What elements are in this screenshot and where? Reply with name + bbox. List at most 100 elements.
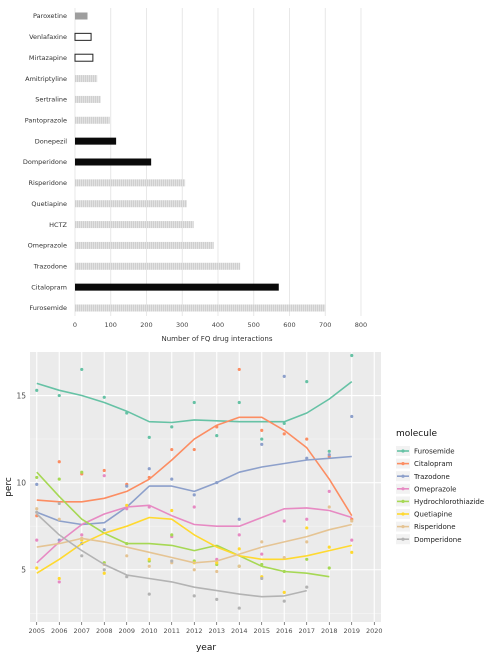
x-axis-title: Number of FQ drug interactions [161, 335, 272, 343]
x-tick-label: 200 [140, 321, 152, 329]
data-point-furosemide [192, 400, 196, 405]
legend-key-dot [401, 462, 405, 466]
x-tick-label: 700 [319, 321, 331, 329]
data-point-risperidone [192, 568, 196, 572]
x-tick-label: 2005 [28, 627, 45, 635]
data-point-furosemide [305, 380, 309, 384]
category-label: HCTZ [49, 221, 67, 229]
x-tick-label: 2017 [298, 627, 315, 635]
data-point-hydrochlorothiazide [125, 542, 129, 546]
x-tick-label: 600 [283, 321, 295, 329]
x-tick-label: 2013 [208, 627, 225, 635]
data-point-omeprazole [260, 552, 264, 556]
bar-quetiapine [75, 200, 187, 208]
data-point-citalopram [102, 468, 106, 473]
bar-pantoprazole [75, 116, 110, 124]
x-tick-label: 2016 [276, 627, 293, 635]
legend-label-citalopram: Citalopram [414, 460, 453, 468]
x-tick-label: 2009 [118, 627, 135, 635]
data-point-omeprazole [147, 505, 151, 509]
data-point-omeprazole [35, 538, 39, 542]
y-tick-label: 5 [21, 566, 26, 575]
data-point-omeprazole [305, 517, 309, 521]
data-point-citalopram [147, 475, 151, 480]
data-point-risperidone [35, 507, 39, 511]
bar-trazodone [75, 262, 241, 270]
data-point-domperidone [192, 594, 196, 598]
data-point-quetiapine [215, 561, 219, 565]
data-point-citalopram [192, 447, 196, 452]
legend-key-dot [401, 499, 405, 503]
x-tick-label: 2015 [253, 627, 270, 635]
data-point-quetiapine [305, 526, 309, 530]
y-tick-label: 10 [16, 479, 26, 488]
bar-amitriptyline [75, 75, 98, 83]
data-point-citalopram [260, 428, 264, 432]
data-point-risperidone [125, 554, 129, 558]
trend-line-furosemide [36, 380, 353, 424]
category-label: Mirtazapine [29, 54, 67, 62]
trend-line-domperidone [36, 513, 307, 598]
bar-domperidone [75, 158, 152, 166]
data-point-quetiapine [237, 547, 241, 551]
legend-key-dot [401, 525, 405, 529]
data-point-furosemide [282, 421, 286, 426]
category-label: Risperidone [28, 179, 67, 187]
data-point-trazodone [125, 484, 129, 488]
data-point-risperidone [282, 555, 286, 560]
data-point-trazodone [305, 456, 309, 460]
data-point-risperidone [260, 540, 264, 544]
x-tick-label: 2008 [96, 627, 113, 635]
data-point-furosemide [260, 437, 264, 441]
data-point-quetiapine [350, 550, 354, 554]
category-label: Omeprazole [28, 242, 67, 250]
data-point-domperidone [305, 585, 309, 589]
data-point-quetiapine [147, 557, 151, 561]
data-point-hydrochlorothiazide [35, 475, 39, 480]
data-point-hydrochlorothiazide [170, 533, 174, 537]
data-point-omeprazole [350, 538, 354, 542]
data-point-domperidone [282, 599, 286, 603]
y-axis-title: perc [4, 477, 14, 497]
legend-key-dot [401, 474, 405, 478]
x-tick-label: 300 [176, 321, 188, 329]
data-point-risperidone [237, 564, 241, 568]
data-point-risperidone [327, 505, 331, 509]
data-point-furosemide [147, 435, 151, 439]
category-label: Sertraline [35, 96, 67, 104]
x-axis-title: year [196, 643, 216, 653]
bar-citalopram [75, 283, 279, 291]
data-point-domperidone [237, 606, 241, 610]
data-point-citalopram [305, 437, 309, 441]
data-point-trazodone [260, 442, 264, 446]
data-point-domperidone [125, 575, 129, 579]
bar-hctz [75, 221, 194, 229]
legend-title: molecule [396, 429, 437, 439]
data-point-domperidone [35, 510, 39, 514]
data-point-furosemide [237, 400, 241, 405]
data-point-omeprazole [327, 489, 331, 493]
x-tick-label: 2006 [51, 627, 68, 635]
data-point-trazodone [327, 453, 331, 457]
legend-label-trazodone: Trazodone [413, 473, 450, 481]
legend-key-dot [401, 537, 405, 541]
data-point-trazodone [35, 482, 39, 486]
trend-line-citalopram [36, 416, 353, 517]
category-label: Donepezil [35, 137, 67, 145]
x-tick-label: 500 [248, 321, 260, 329]
data-point-risperidone [80, 536, 84, 540]
data-point-citalopram [215, 425, 219, 429]
category-label: Amitriptyline [25, 75, 67, 83]
category-label: Quetiapine [31, 200, 67, 208]
x-tick-label: 2014 [231, 627, 248, 635]
x-tick-label: 2018 [321, 627, 338, 635]
data-point-domperidone [215, 597, 219, 601]
legend: Furosemide Citalopram Trazodone Omeprazole H… [396, 446, 484, 545]
data-point-trazodone [350, 414, 354, 419]
data-point-furosemide [57, 393, 61, 398]
data-point-hydrochlorothiazide [327, 566, 331, 570]
data-point-furosemide [350, 353, 354, 358]
data-point-furosemide [35, 388, 39, 392]
data-point-omeprazole [57, 580, 61, 584]
